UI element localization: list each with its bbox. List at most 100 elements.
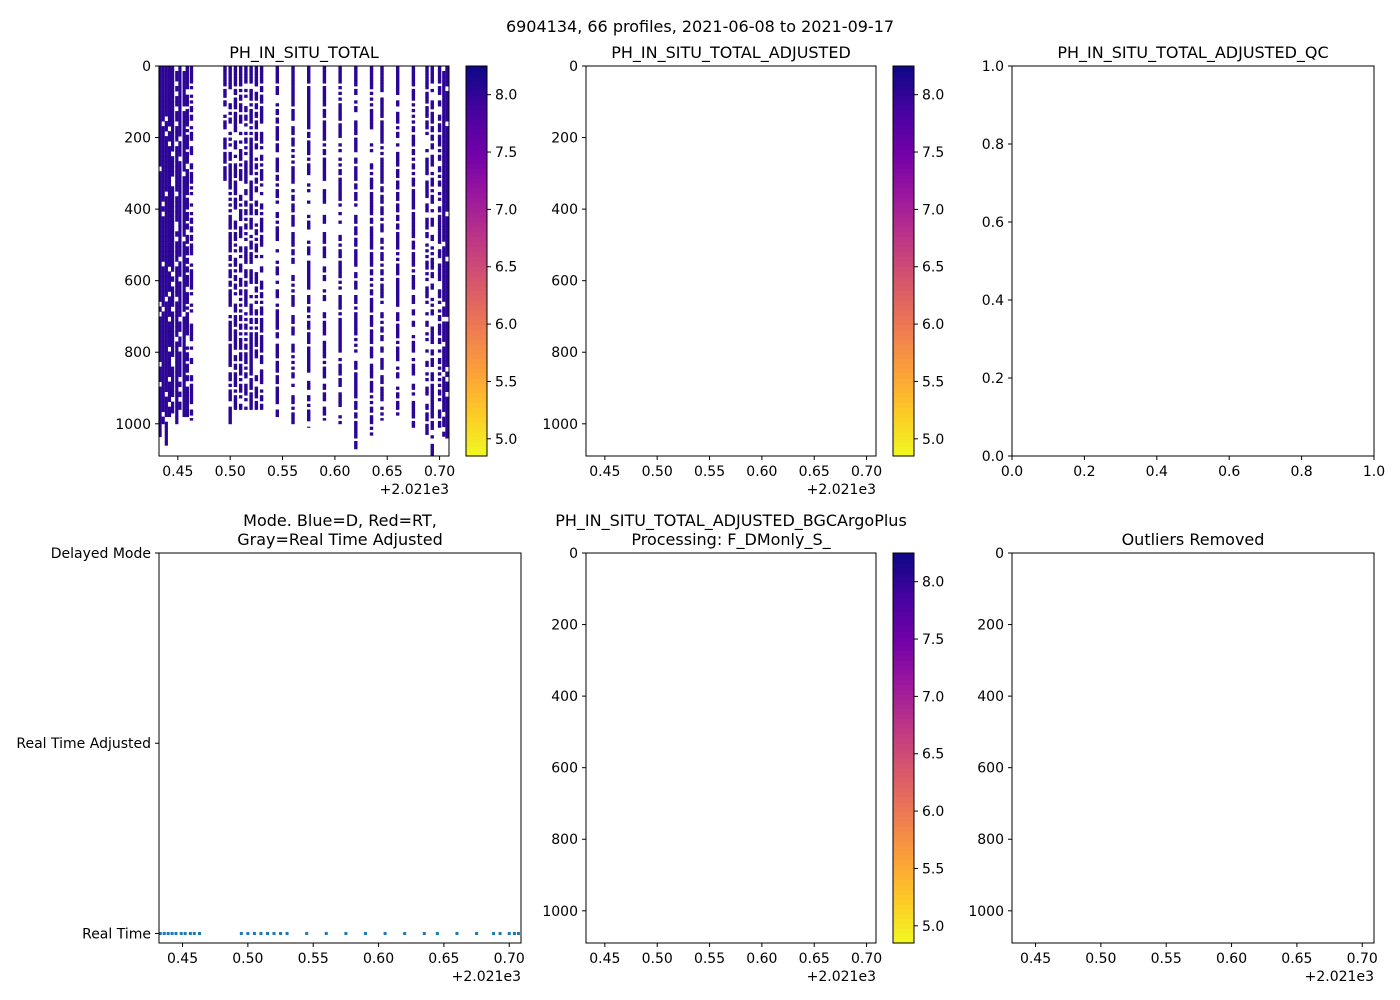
profile-cell: [167, 121, 172, 127]
profile-cell: [244, 114, 248, 118]
profile-cell: [338, 252, 342, 256]
profile-cell: [185, 146, 189, 150]
profile-cell: [178, 231, 182, 237]
profile-cell: [167, 76, 172, 82]
profile-cell: [233, 143, 238, 147]
profile-cell: [259, 229, 264, 233]
colorbar-segment: [893, 606, 914, 613]
profile-cell: [164, 346, 168, 352]
profile-cell: [185, 237, 189, 241]
y-tick-label: 800: [551, 832, 578, 848]
profile-cell: [396, 206, 400, 210]
colorbar-segment: [466, 270, 487, 277]
profile-cell: [249, 117, 253, 121]
profile-cell: [189, 329, 194, 333]
profile-cell: [369, 257, 374, 262]
profile-cell: [178, 296, 182, 302]
profile-cell: [164, 306, 168, 312]
profile-cell: [254, 332, 259, 336]
profile-cell: [322, 74, 327, 78]
profile-cell: [291, 418, 295, 422]
profile-cell: [396, 277, 400, 282]
profile-cell: [338, 66, 342, 70]
profile-cell: [275, 166, 279, 170]
profile-cell: [185, 403, 189, 408]
profile-cell: [425, 372, 429, 376]
profile-cell: [254, 249, 259, 253]
profile-cell: [411, 143, 416, 147]
profile-cell: [430, 246, 434, 250]
profile-cell: [322, 315, 327, 319]
profile-cell: [164, 111, 168, 117]
profile-cell: [354, 214, 358, 219]
profile-cell: [158, 251, 162, 257]
colorbar-segment: [893, 353, 914, 360]
profile-cell: [411, 140, 416, 144]
profile-cell: [396, 80, 400, 84]
profile-cell: [238, 366, 243, 370]
profile-cell: [396, 294, 400, 299]
profile-cell: [430, 220, 434, 224]
colorbar-segment: [466, 280, 487, 286]
profile-cell: [167, 101, 172, 107]
profile-cell: [259, 389, 264, 393]
profile-cell: [189, 68, 194, 73]
profile-cell: [411, 77, 416, 81]
profile-cell: [233, 363, 238, 367]
profile-cell: [437, 237, 442, 241]
profile-cell: [338, 183, 342, 187]
profile-cell: [369, 194, 374, 199]
profile-cell: [291, 326, 295, 330]
profile-cell: [233, 283, 238, 287]
profile-cell: [167, 66, 172, 72]
profile-cell: [430, 137, 434, 141]
profile-cell: [238, 234, 243, 239]
profile-cell: [223, 169, 227, 173]
profile-cell: [167, 361, 172, 367]
profile-cell: [369, 395, 374, 399]
profile-cell: [396, 120, 400, 124]
profile-cell: [171, 206, 175, 212]
profile-cell: [369, 263, 374, 267]
profile-cell: [322, 220, 327, 224]
profile-cell: [380, 217, 384, 221]
profile-cell: [259, 146, 264, 150]
profile-cell: [275, 211, 279, 216]
profile-cell: [445, 181, 449, 187]
profile-cell: [249, 151, 253, 156]
profile-cell: [158, 146, 162, 152]
profile-cell: [167, 256, 172, 262]
profile-cell: [354, 186, 358, 190]
y-tick-label: 600: [551, 761, 578, 777]
profile-cell: [442, 181, 446, 187]
profile-cell: [380, 200, 384, 204]
profile-cell: [228, 323, 232, 327]
profile-cell: [275, 163, 279, 167]
mode-points: [158, 931, 520, 935]
profile-cell: [437, 103, 442, 107]
profile-cell: [244, 357, 248, 362]
profile-cell: [233, 403, 238, 408]
profile-cell: [437, 360, 442, 365]
profile-cell: [238, 389, 243, 393]
profile-cell: [442, 306, 446, 312]
profile-cell: [249, 383, 253, 387]
profile-cell: [354, 386, 358, 390]
profile-cell: [158, 86, 162, 92]
profile-cell: [307, 366, 311, 370]
profile-cell: [291, 128, 295, 133]
profile-cell: [259, 372, 264, 376]
profile-cell: [185, 154, 189, 158]
profile-cell: [233, 323, 238, 327]
profile-cell: [322, 398, 327, 402]
colorbar-segment: [893, 275, 914, 282]
profile-cell: [175, 396, 179, 403]
profile-cell: [380, 140, 384, 144]
profile-cell: [307, 91, 311, 96]
profile-cell: [307, 66, 311, 70]
profile-cell: [164, 246, 168, 252]
profile-cell: [369, 372, 374, 376]
colorbar-segment: [466, 70, 487, 77]
mode-point: [265, 931, 269, 935]
profile-cell: [442, 91, 446, 97]
